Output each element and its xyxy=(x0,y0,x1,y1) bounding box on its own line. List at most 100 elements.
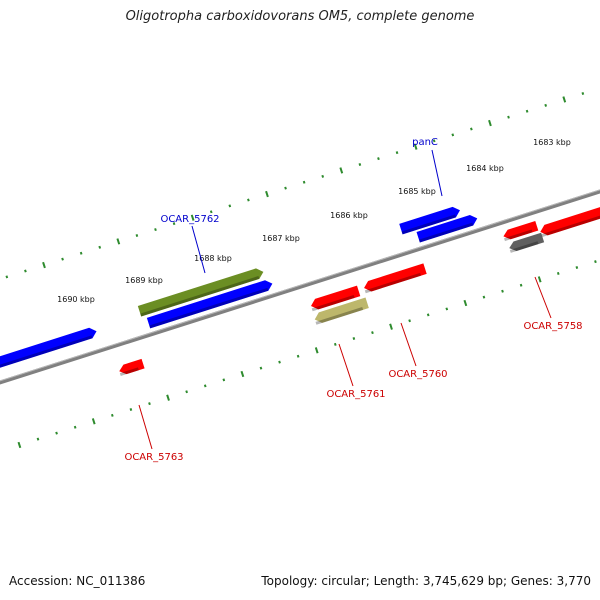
reverse-gene-arrow-shadow xyxy=(315,307,364,325)
tick-mark-outer xyxy=(79,251,83,255)
tick-mark-inner xyxy=(185,390,188,394)
tick-mark-outer xyxy=(228,204,232,208)
reverse-gene-arrow-body xyxy=(119,358,145,375)
tick-label: 1686 kbp xyxy=(330,211,368,220)
tick-mark-outer xyxy=(5,275,9,279)
gene-leader-line xyxy=(534,276,552,319)
tick-mark-inner xyxy=(314,347,319,354)
tick-mark-inner xyxy=(17,441,22,449)
forward-gene-arrow-body xyxy=(399,206,460,235)
tick-mark-inner xyxy=(278,360,281,364)
tick-label: 1687 kbp xyxy=(262,234,300,243)
tick-mark-inner xyxy=(408,319,411,323)
reverse-gene-arrow-body xyxy=(509,232,545,252)
tick-mark-outer xyxy=(98,245,102,249)
forward-gene-arrow-body xyxy=(416,215,478,243)
tick-mark-inner xyxy=(91,418,96,425)
tick-mark-inner xyxy=(55,431,58,435)
forward-gene-arrow xyxy=(416,215,478,243)
reverse-gene-arrow-body xyxy=(364,263,427,292)
map-title: Oligotropha carboxidovorans OM5, complet… xyxy=(125,9,475,24)
backbone xyxy=(0,189,600,385)
tick-mark-inner xyxy=(519,283,523,287)
tick-mark-outer xyxy=(470,127,473,131)
tick-mark-inner xyxy=(371,331,374,335)
gene-leader-line xyxy=(338,343,354,387)
tick-mark-outer xyxy=(321,174,325,178)
tick-mark-outer xyxy=(61,257,64,261)
tick-mark-outer xyxy=(42,261,46,269)
tick-label: 1684 kbp xyxy=(466,164,504,173)
gene-leader-line xyxy=(431,149,443,197)
forward-gene-arrow xyxy=(0,327,97,370)
tick-mark-outer xyxy=(302,180,306,184)
tick-mark-outer xyxy=(507,115,510,119)
gene-label: OCAR_5763 xyxy=(124,452,183,463)
tick-mark-outer xyxy=(339,167,344,174)
gene-label: OCAR_5761 xyxy=(326,389,385,400)
forward-gene-arrow xyxy=(137,268,264,317)
tick-mark-inner xyxy=(148,402,151,406)
tick-mark-inner xyxy=(537,276,542,283)
tick-mark-outer xyxy=(265,190,269,198)
tick-label: 1688 kbp xyxy=(194,254,232,263)
tick-mark-outer xyxy=(135,233,139,237)
reverse-gene-arrow xyxy=(119,358,145,376)
reverse-gene-arrow-shadow xyxy=(364,272,421,294)
tick-mark-outer xyxy=(190,214,195,221)
tick-mark-inner xyxy=(129,407,133,411)
accession-label: Accession: NC_011386 xyxy=(9,574,146,588)
tick-mark-inner xyxy=(389,323,393,330)
tick-mark-outer xyxy=(488,119,492,127)
forward-gene-arrow-body xyxy=(137,268,264,317)
forward-gene-arrow-shadow xyxy=(140,276,260,317)
tick-mark-inner xyxy=(296,354,300,358)
tick-mark-inner xyxy=(594,260,597,264)
reverse-gene-arrow-shadow xyxy=(119,367,139,376)
forward-gene-arrow-body xyxy=(0,327,97,370)
gene-label: OCAR_5758 xyxy=(523,321,582,332)
reverse-gene-arrow xyxy=(540,206,600,238)
gene-label: panC xyxy=(412,137,438,148)
tick-mark-outer xyxy=(247,198,250,202)
tick-mark-inner xyxy=(426,313,430,317)
tick-mark-outer xyxy=(377,157,380,161)
tick-mark-inner xyxy=(575,266,579,270)
forward-gene-arrow-shadow xyxy=(418,222,474,243)
tick-mark-inner xyxy=(259,366,263,370)
tick-mark-inner xyxy=(445,307,449,311)
forward-gene-arrow-shadow xyxy=(149,287,269,329)
tick-mark-outer xyxy=(525,109,529,113)
reverse-gene-arrow-shadow xyxy=(509,241,539,253)
gene-leader-line xyxy=(138,404,153,450)
tick-mark-inner xyxy=(73,425,77,429)
tick-mark-inner xyxy=(333,342,337,346)
tick-mark-outer xyxy=(432,139,436,143)
tick-mark-outer xyxy=(413,143,418,150)
tick-mark-inner xyxy=(501,289,504,293)
forward-gene-arrow-body xyxy=(146,280,273,329)
forward-gene-arrow xyxy=(146,280,273,329)
backbone-highlight xyxy=(0,189,600,382)
reverse-gene-arrow-body xyxy=(314,297,369,323)
tick-mark-outer xyxy=(544,103,548,107)
tick-mark-outer xyxy=(451,133,455,137)
tick-mark-outer xyxy=(154,228,157,232)
tick-mark-inner xyxy=(556,271,560,275)
tick-mark-outer xyxy=(284,186,287,190)
reverse-gene-arrow xyxy=(310,285,361,312)
gene-leader-line xyxy=(191,225,206,274)
reverse-gene-arrow xyxy=(509,232,545,253)
tick-mark-inner xyxy=(222,378,226,382)
reverse-gene-arrow-body xyxy=(503,220,539,240)
reverse-gene-arrow-shadow xyxy=(311,295,355,312)
gene-label: OCAR_5762 xyxy=(160,214,219,225)
tick-mark-outer xyxy=(24,269,27,273)
tick-mark-outer xyxy=(581,92,585,96)
tick-mark-outer xyxy=(172,222,176,226)
tick-mark-inner xyxy=(110,413,114,417)
tick-label: 1689 kbp xyxy=(125,276,163,285)
tick-mark-inner xyxy=(482,295,486,299)
